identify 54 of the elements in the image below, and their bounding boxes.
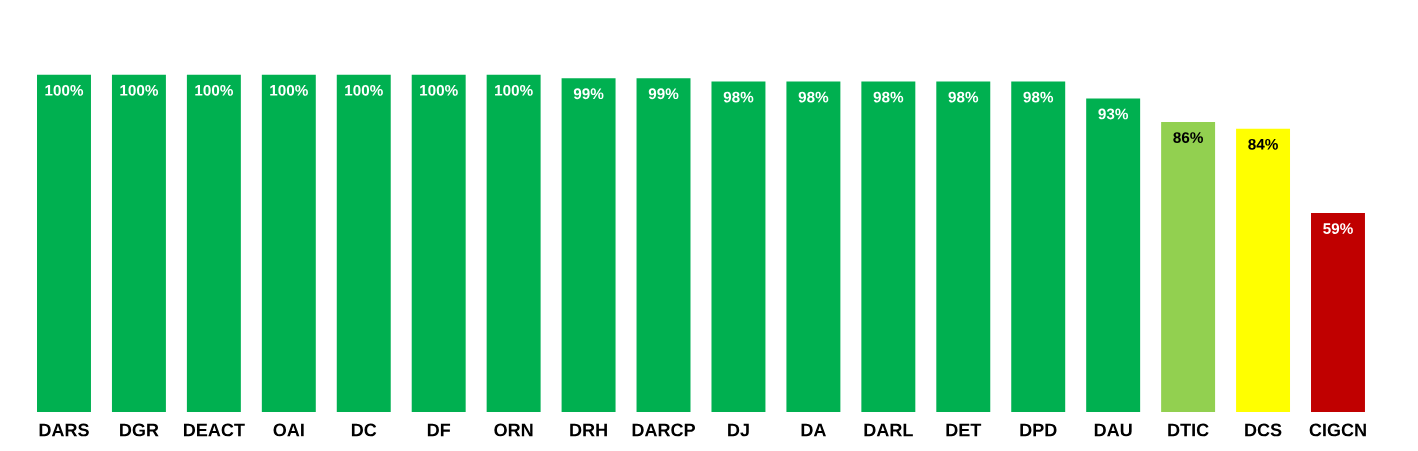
data-label: 93% bbox=[1098, 108, 1129, 120]
bar bbox=[37, 74, 91, 412]
x-tick-label: DARCP bbox=[632, 423, 695, 437]
x-tick-label: DRH bbox=[570, 423, 607, 437]
x-tick-label: DARS bbox=[39, 423, 89, 437]
bar bbox=[561, 78, 616, 412]
data-label: 98% bbox=[948, 91, 979, 103]
x-tick-label: DJ bbox=[728, 423, 749, 437]
x-tick-label: DCS bbox=[1245, 423, 1282, 437]
bar bbox=[261, 74, 316, 412]
data-label: 100% bbox=[270, 84, 308, 96]
bar bbox=[861, 81, 916, 412]
bar bbox=[636, 78, 691, 412]
data-label: 84% bbox=[1248, 138, 1278, 150]
x-tick-label: ORN bbox=[494, 423, 533, 437]
x-tick-label: DARL bbox=[864, 423, 913, 437]
x-tick-label: DGR bbox=[120, 423, 159, 437]
x-tick-label: DPD bbox=[1020, 423, 1057, 437]
x-tick-label: CIGCN bbox=[1309, 423, 1366, 437]
bar bbox=[1011, 81, 1066, 412]
bar bbox=[111, 74, 166, 412]
data-label: 98% bbox=[798, 91, 829, 103]
data-label: 86% bbox=[1173, 132, 1203, 143]
bar bbox=[936, 81, 991, 412]
data-label: 99% bbox=[648, 88, 679, 100]
data-label: 100% bbox=[45, 84, 84, 96]
x-tick-label: DF bbox=[427, 423, 451, 437]
bar bbox=[186, 74, 241, 412]
data-label: 100% bbox=[195, 84, 234, 96]
data-label: 98% bbox=[1023, 91, 1054, 103]
bar bbox=[786, 81, 841, 412]
bar bbox=[1086, 98, 1141, 412]
bar bbox=[1236, 128, 1291, 412]
bar bbox=[336, 74, 391, 412]
bar bbox=[486, 74, 541, 412]
data-label: 100% bbox=[495, 84, 533, 96]
x-tick-label: DC bbox=[351, 423, 377, 437]
data-label: 99% bbox=[573, 88, 604, 100]
x-tick-label: DA bbox=[801, 423, 826, 437]
x-tick-label: DEACT bbox=[183, 423, 245, 437]
data-label: 100% bbox=[345, 84, 383, 96]
bar bbox=[711, 81, 766, 412]
x-tick-label: DAU bbox=[1094, 423, 1132, 437]
bar bbox=[1311, 213, 1365, 412]
bar bbox=[1161, 122, 1216, 412]
x-tick-label: OAI bbox=[273, 423, 304, 437]
bar bbox=[411, 74, 466, 412]
data-label: 59% bbox=[1323, 223, 1353, 234]
x-tick-label: DTIC bbox=[1168, 423, 1209, 437]
x-tick-label: DET bbox=[946, 423, 982, 437]
data-label: 100% bbox=[420, 84, 458, 96]
data-label: 98% bbox=[723, 91, 754, 103]
data-label: 98% bbox=[873, 91, 904, 103]
data-label: 100% bbox=[120, 84, 159, 96]
